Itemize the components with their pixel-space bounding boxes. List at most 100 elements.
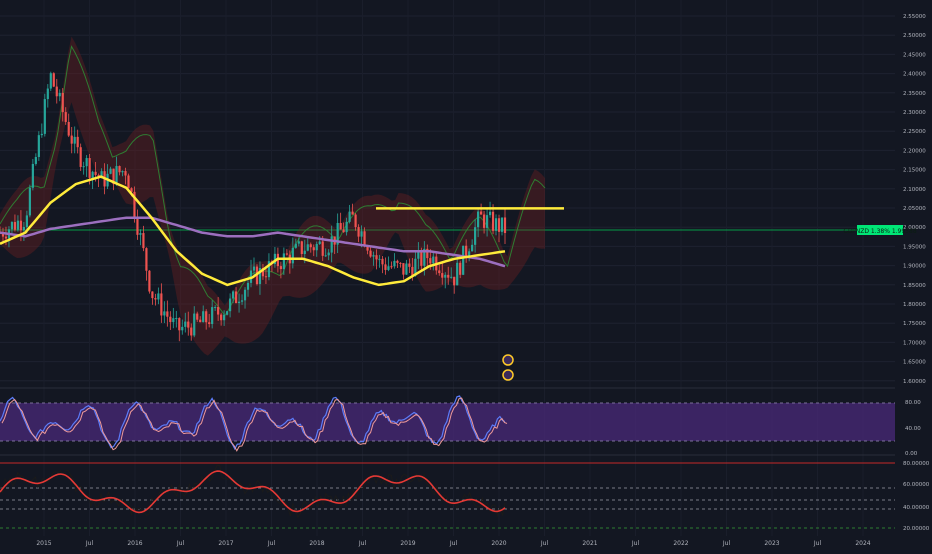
- stochastic-d-line: [1, 397, 508, 452]
- time-tick-label: Jul: [540, 540, 549, 547]
- price-axis[interactable]: 2.55000 2.50000 2.45000 2.40000 2.35000 2.300…: [903, 14, 926, 385]
- stochastic-k-line: [0, 395, 506, 451]
- candle-body: [357, 227, 360, 237]
- time-tick-label: 2017: [218, 540, 233, 547]
- candle-body: [112, 168, 115, 185]
- candle-body: [73, 136, 76, 144]
- candle-body: [312, 247, 315, 251]
- candle-body: [462, 245, 465, 275]
- candle-body: [279, 266, 282, 270]
- symbol-badge[interactable]: GBPNZD 1.38% 1.99588: [843, 225, 917, 235]
- slow-moving-average-line: [0, 216, 506, 268]
- candle-body: [324, 255, 327, 257]
- candle-body: [488, 211, 492, 216]
- time-tick-label: 2023: [764, 540, 779, 547]
- candle-body: [124, 171, 127, 176]
- candle-body: [453, 276, 456, 286]
- candle-body: [444, 274, 447, 278]
- candle-body: [148, 270, 151, 292]
- candle-body: [399, 262, 402, 264]
- candle-body: [500, 217, 504, 232]
- candle-body: [157, 293, 160, 300]
- candle-body: [456, 262, 459, 286]
- candle-body: [85, 158, 88, 167]
- candle-body: [94, 171, 97, 175]
- main-price-pane[interactable]: 2.55000 2.50000 2.45000 2.40000 2.35000 2.300…: [0, 0, 926, 536]
- event-markers[interactable]: [502, 354, 514, 381]
- candle-body: [285, 253, 288, 255]
- candle-body: [118, 166, 121, 173]
- price-tick-label: 2.45000: [903, 52, 926, 58]
- time-tick-label: 2021: [582, 540, 597, 547]
- price-tick-label: 2.55000: [903, 14, 926, 20]
- candle-body: [58, 92, 61, 97]
- candle-body: [151, 291, 154, 299]
- candle-body: [76, 136, 79, 148]
- candle-body: [273, 253, 277, 265]
- price-tick-label: 2.35000: [903, 91, 926, 97]
- candle-body: [22, 226, 26, 231]
- candle-body: [193, 313, 196, 336]
- candle-body: [264, 276, 268, 278]
- time-tick-label: Jul: [358, 540, 367, 547]
- candle-body: [202, 311, 205, 323]
- candle-body: [381, 258, 384, 265]
- candle-body: [405, 263, 408, 275]
- candle-body: [477, 211, 480, 228]
- stochastic-tick-label: 40.00: [905, 426, 921, 432]
- candle-body: [16, 220, 20, 230]
- rsi-tick-label: 60.00000: [903, 482, 930, 488]
- candle-body: [447, 274, 450, 278]
- candle-body: [13, 222, 17, 230]
- candle-body: [205, 311, 208, 323]
- price-tick-label: 1.90000: [903, 264, 926, 270]
- candle-body: [420, 251, 423, 266]
- price-tick-label: 1.65000: [903, 360, 926, 366]
- rsi-pane[interactable]: 80.00000 60.00000 40.00000 20.00000: [0, 461, 930, 532]
- candle-body: [196, 313, 199, 320]
- candle-body: [396, 260, 399, 263]
- candle-body: [294, 243, 297, 248]
- candle-body: [494, 218, 498, 231]
- candle-body: [303, 250, 306, 255]
- candle-body: [10, 222, 14, 230]
- candle-body: [282, 253, 285, 270]
- candle-body: [211, 307, 214, 324]
- rsi-tick-label: 80.00000: [903, 461, 930, 467]
- candle-body: [220, 314, 223, 321]
- candle-body: [354, 214, 357, 228]
- candle-body: [4, 236, 8, 239]
- candle-body: [378, 258, 381, 260]
- candle-body: [223, 314, 226, 321]
- candle-body: [375, 255, 378, 260]
- event-marker-icon[interactable]: [502, 369, 514, 381]
- time-tick-label: Jul: [722, 540, 731, 547]
- price-tick-label: 1.95000: [903, 244, 926, 250]
- candle-body: [360, 231, 363, 237]
- time-axis[interactable]: 2015 Jul 2016 Jul 2017 Jul 2018 Jul 2019 Jul 2020 J…: [36, 540, 870, 547]
- time-tick-label: 2020: [491, 540, 506, 547]
- stochastic-pane[interactable]: 80.00 40.00 0.00: [0, 395, 921, 457]
- time-tick-label: Jul: [449, 540, 458, 547]
- candle-body: [351, 211, 354, 215]
- candle-body: [363, 231, 366, 247]
- event-marker-icon[interactable]: [502, 354, 514, 366]
- rsi-line: [0, 470, 506, 514]
- price-tick-label: 2.00000: [903, 225, 926, 231]
- candle-body: [336, 222, 339, 245]
- candle-body: [46, 88, 49, 100]
- candle-body: [67, 121, 70, 136]
- candle-body: [178, 318, 181, 331]
- candle-body: [438, 270, 441, 274]
- candle-body: [55, 86, 58, 97]
- candle-body: [234, 291, 238, 304]
- candle-body: [43, 99, 46, 134]
- candle-body: [166, 311, 169, 317]
- candle-body: [291, 247, 294, 264]
- candle-body: [139, 233, 142, 235]
- candle-body: [28, 187, 31, 216]
- price-tick-label: 1.80000: [903, 302, 926, 308]
- time-tick-label: Jul: [176, 540, 185, 547]
